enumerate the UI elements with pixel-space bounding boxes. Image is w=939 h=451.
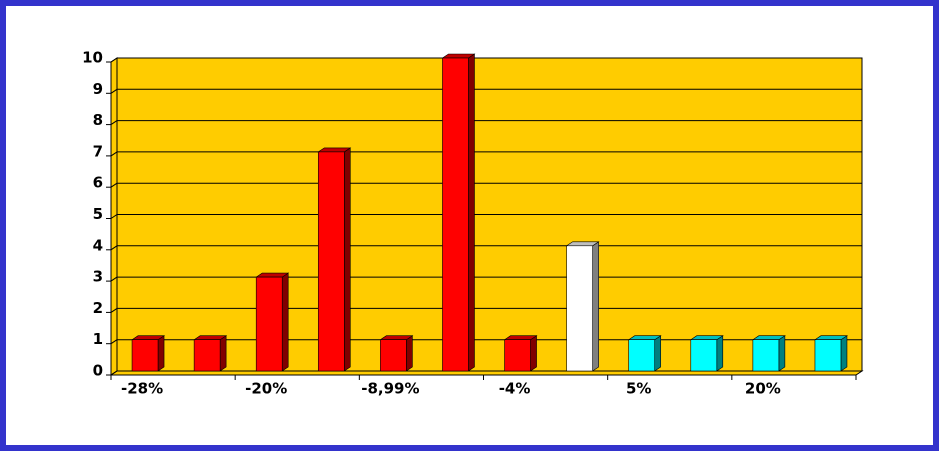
x-tick-label: -4% bbox=[499, 380, 531, 398]
bar bbox=[131, 339, 159, 372]
bar-side bbox=[654, 335, 662, 372]
y-tick-label: 9 bbox=[93, 80, 103, 98]
bar-side bbox=[716, 335, 724, 372]
y-tick-label: 6 bbox=[93, 174, 103, 192]
bar-side bbox=[778, 335, 786, 372]
bar bbox=[193, 339, 221, 372]
y-tick-label: 8 bbox=[93, 111, 103, 129]
bar bbox=[504, 339, 531, 372]
bar bbox=[690, 339, 718, 372]
bar bbox=[442, 57, 469, 372]
grid-line bbox=[110, 245, 118, 251]
bar-top bbox=[813, 335, 848, 341]
bar-side bbox=[219, 335, 227, 372]
bar-side bbox=[281, 272, 289, 372]
bar-top bbox=[751, 335, 786, 341]
bar-top bbox=[627, 335, 662, 341]
bar-top bbox=[503, 335, 538, 341]
bar-top bbox=[193, 335, 228, 341]
bar-top bbox=[441, 53, 476, 59]
grid-line bbox=[110, 339, 118, 345]
bar-side bbox=[840, 335, 848, 372]
grid-line bbox=[110, 120, 118, 126]
grid-line bbox=[110, 276, 118, 282]
bar-top bbox=[689, 335, 724, 341]
y-tick-label: 2 bbox=[93, 299, 103, 317]
bar-side bbox=[592, 241, 599, 372]
bar-top bbox=[565, 241, 600, 247]
bar-top bbox=[131, 335, 166, 341]
y-tick-label: 3 bbox=[93, 268, 103, 286]
bar-top bbox=[255, 272, 290, 278]
floor bbox=[109, 370, 864, 376]
grid-line bbox=[110, 214, 118, 219]
y-tick-label: 4 bbox=[93, 236, 103, 254]
bar bbox=[317, 151, 345, 372]
bar-side bbox=[406, 335, 413, 372]
grid-line bbox=[110, 182, 118, 188]
bar bbox=[752, 339, 780, 372]
bar-top bbox=[317, 147, 352, 153]
y-tick-label: 10 bbox=[82, 49, 103, 67]
y-tick-label: 1 bbox=[93, 330, 103, 348]
x-tick-label: 20% bbox=[745, 380, 781, 398]
bar bbox=[380, 339, 407, 372]
x-tick-label: -28% bbox=[121, 380, 163, 398]
bar-top bbox=[379, 335, 414, 341]
bar bbox=[255, 276, 283, 372]
grid-line bbox=[110, 307, 118, 313]
x-tick-label: -20% bbox=[245, 380, 287, 398]
bar-side bbox=[343, 147, 351, 372]
y-tick-label: 5 bbox=[93, 205, 103, 223]
bar bbox=[814, 339, 842, 372]
bar-side bbox=[468, 53, 475, 372]
grid-line bbox=[110, 370, 118, 376]
grid-line bbox=[110, 151, 118, 157]
grid-line bbox=[110, 57, 118, 63]
grid-line bbox=[110, 88, 118, 94]
bar bbox=[628, 339, 656, 372]
bar-side bbox=[157, 335, 165, 372]
y-tick-label: 0 bbox=[93, 362, 103, 380]
bar-side bbox=[530, 335, 537, 372]
y-tick-label: 7 bbox=[93, 142, 103, 160]
x-tick-label: 5% bbox=[626, 380, 651, 398]
bar bbox=[566, 245, 593, 372]
x-tick-label: -8,99% bbox=[361, 380, 419, 398]
